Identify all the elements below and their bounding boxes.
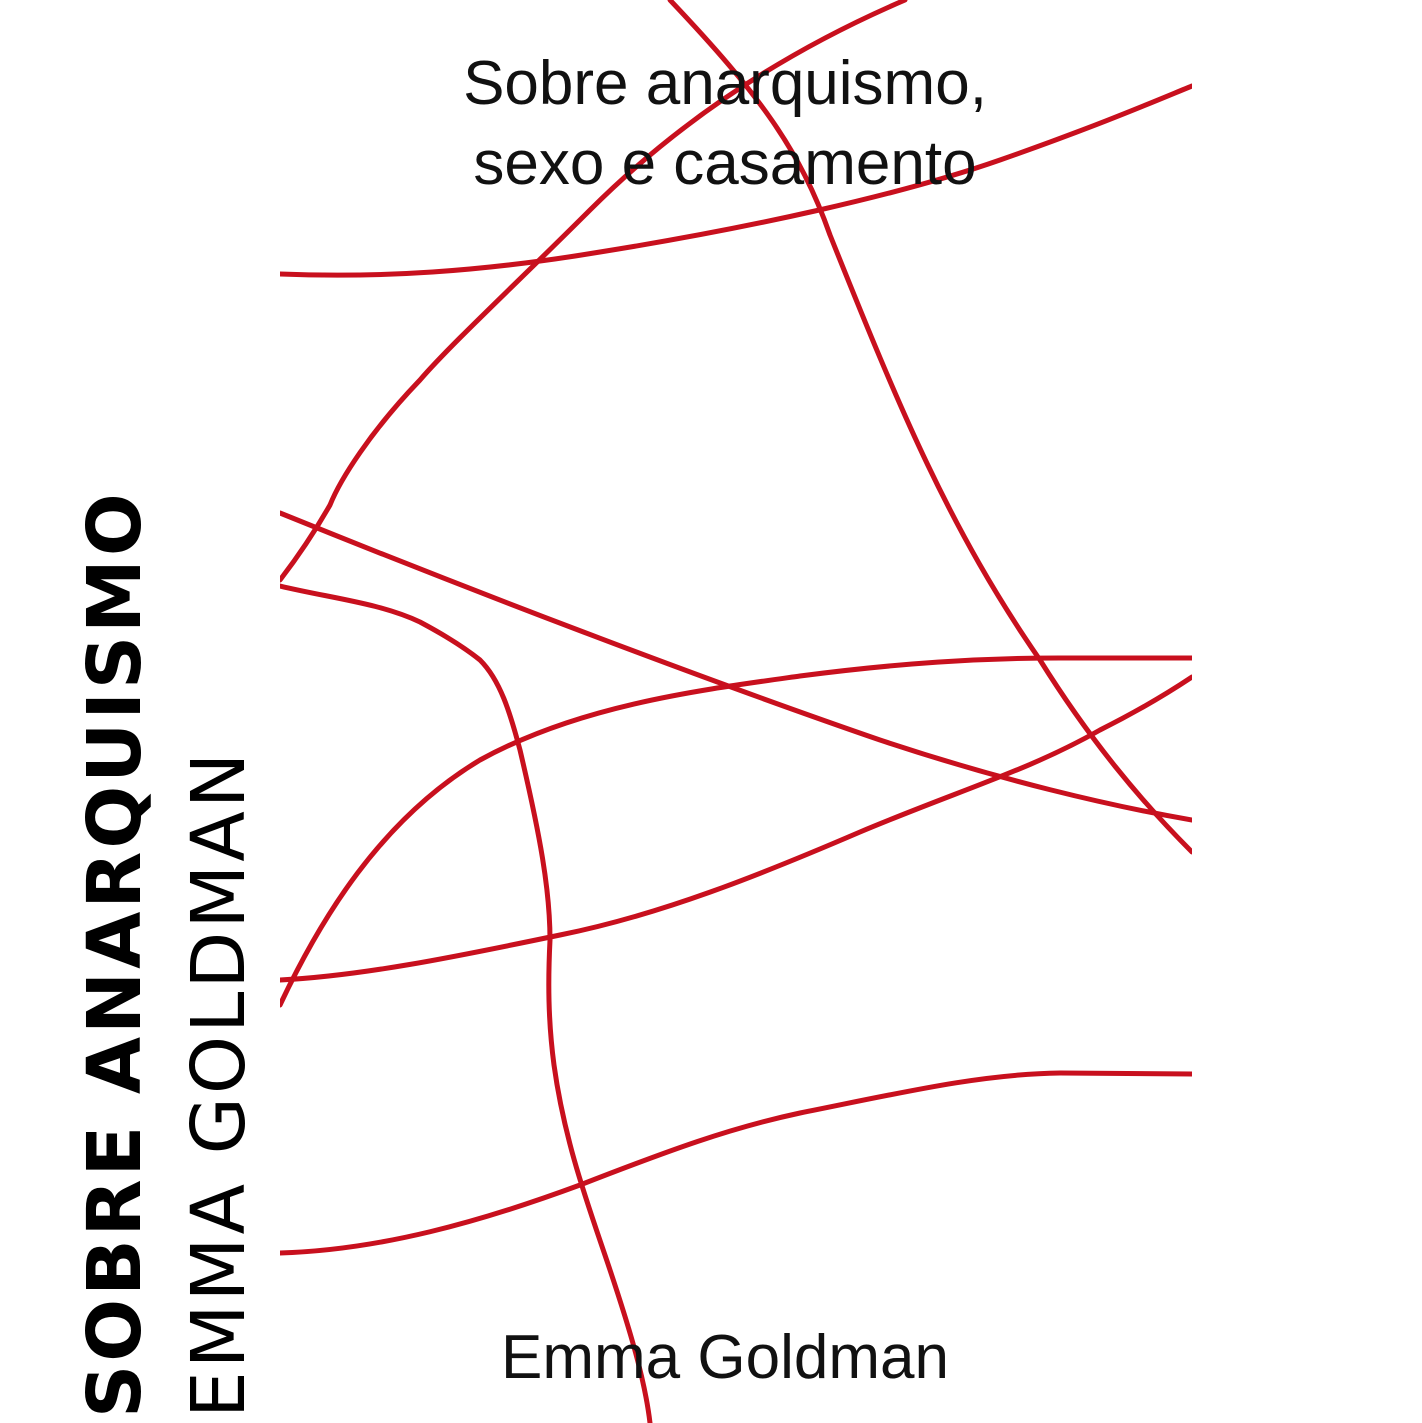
front-cover: Sobre anarquismo, sexo e casamento Emma … [280, 0, 1192, 1423]
cover-author: Emma Goldman [501, 1323, 949, 1392]
cover-title-line-1: Sobre anarquismo, [463, 49, 987, 118]
red-line-2 [280, 0, 908, 583]
red-line-1 [667, 0, 1192, 855]
cover-title: Sobre anarquismo, sexo e casamento [280, 44, 1170, 204]
red-line-artwork [280, 0, 1192, 1423]
red-line-3 [280, 83, 1192, 278]
red-line-8 [280, 1070, 1192, 1256]
red-line-5 [280, 583, 653, 1423]
spine-title: SOBRE ANARQUISMO [72, 490, 158, 1418]
red-line-4 [280, 510, 1192, 823]
spine-author: EMMA GOLDMAN [176, 749, 262, 1418]
book-spine: SOBRE ANARQUISMO EMMA GOLDMAN [0, 0, 262, 1423]
red-line-6 [280, 655, 1192, 1008]
cover-title-line-2: sexo e casamento [473, 129, 977, 198]
red-line-7 [280, 674, 1192, 983]
